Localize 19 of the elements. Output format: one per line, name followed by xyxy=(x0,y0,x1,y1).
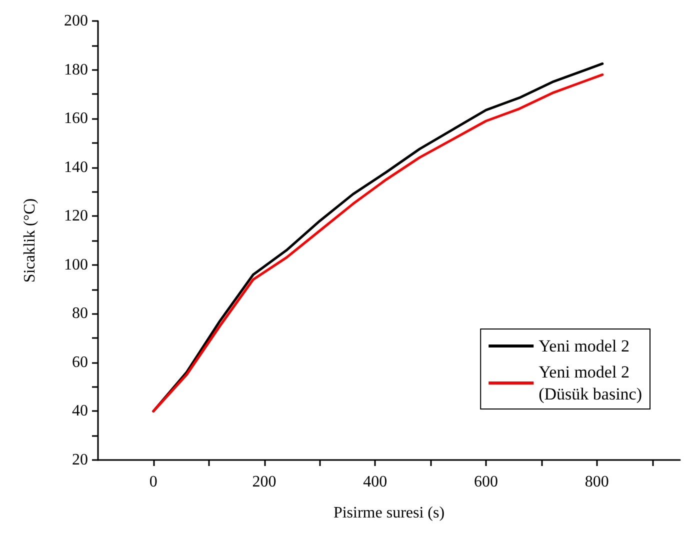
y-tick-label: 200 xyxy=(64,12,88,30)
x-tick-label: 200 xyxy=(252,474,276,490)
y-tick-label: 20 xyxy=(72,452,88,468)
y-axis-title: Sicaklik (°C) xyxy=(22,198,38,283)
x-tick-label: 800 xyxy=(584,474,609,490)
x-tick-label: 600 xyxy=(474,474,498,490)
y-tick-label: 60 xyxy=(72,354,88,371)
y-tick-label: 180 xyxy=(64,61,88,78)
y-tick-label: 100 xyxy=(64,256,88,274)
legend-label: Yeni model 2 (Düsük basinc) xyxy=(538,362,642,404)
x-tick-label: 0 xyxy=(149,474,158,490)
y-tick-label: 140 xyxy=(64,158,88,176)
y-tick-label: 80 xyxy=(72,305,88,322)
legend-label: Yeni model 2 xyxy=(538,336,630,356)
y-tick-label: 40 xyxy=(72,402,88,420)
y-tick-label: 160 xyxy=(64,110,88,128)
x-axis-title: Pisirme suresi (s) xyxy=(333,504,445,522)
y-tick-label: 120 xyxy=(64,208,88,225)
x-tick-label: 400 xyxy=(363,474,388,490)
